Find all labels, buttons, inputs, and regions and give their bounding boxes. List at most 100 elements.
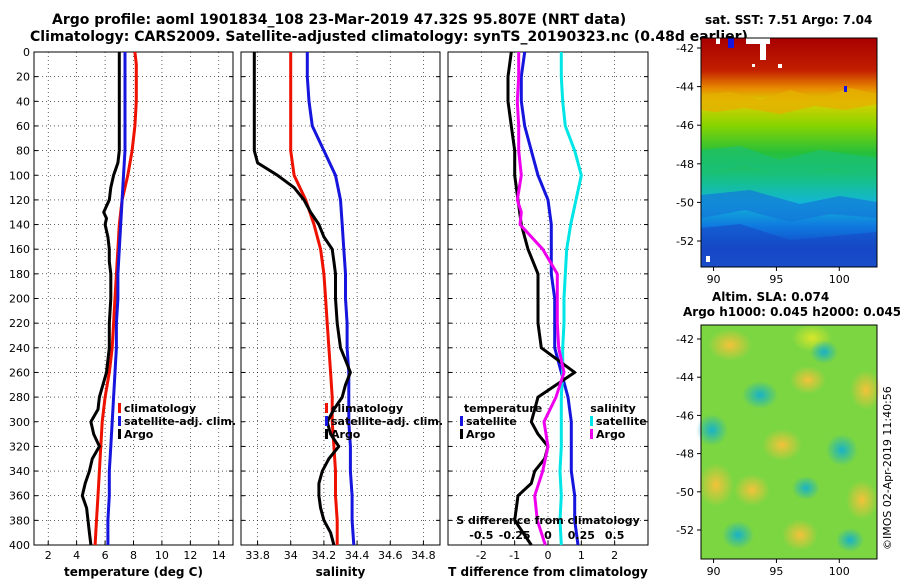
map-lat-label: -44 [676,371,694,384]
y-tick-label: 120 [9,194,30,207]
x-tick-label: 4 [73,549,80,562]
y-tick-label: 300 [9,416,30,429]
y-tick-label: 400 [9,539,30,552]
panel-frame-salinity [240,51,441,546]
legend-title-salinity: salinity [590,402,636,415]
legend-label: Argo [331,428,361,441]
series-line-salinity-climatology [289,52,339,545]
y-tick-label: 180 [9,268,30,281]
x-tick-label: -1 [509,549,520,562]
legend-label: Argo [124,428,154,441]
map-lon-label: 90 [707,565,721,578]
legend-swatch [325,416,328,426]
sla-map-title-2: Argo h1000: 0.045 h2000: 0.045 [683,305,900,319]
legend-label: satellite [596,415,647,428]
x-tick-label: 2 [611,549,618,562]
x-axis-label: T difference from climatology [448,565,648,579]
y-tick-label: 0 [23,46,30,59]
legend-swatch [325,403,328,413]
salinity-diff-tick-label: 0.25 [568,529,595,542]
legend-label: satellite [466,415,517,428]
x-tick-label: 6 [102,549,109,562]
x-tick-label: 34.4 [345,549,370,562]
y-tick-label: 20 [16,71,30,84]
salinity-diff-tick-label: 0.5 [605,529,625,542]
x-tick-label: 34 [284,549,298,562]
y-tick-label: 240 [9,342,30,355]
y-tick-label: 380 [9,514,30,527]
legend-swatch [590,429,593,439]
map-lon-label: 95 [769,273,783,286]
x-tick-label: 12 [183,549,197,562]
legend-swatch [118,429,121,439]
map-lat-label: -42 [676,42,694,55]
legend-swatch [590,416,593,426]
y-tick-label: 280 [9,391,30,404]
sla-map-title-1: Altim. SLA: 0.074 [712,290,830,304]
legend-swatch [118,416,121,426]
map-lon-label: 100 [829,565,850,578]
x-tick-label: 1 [578,549,585,562]
map-lat-label: -48 [676,448,694,461]
x-tick-label: 14 [212,549,226,562]
sla-map [696,324,882,560]
legend-swatch [460,416,463,426]
y-tick-label: 100 [9,169,30,182]
y-tick-label: 360 [9,490,30,503]
x-tick-label: 8 [130,549,137,562]
sst-map [700,37,878,268]
y-tick-label: 160 [9,243,30,256]
series-line-temperature-satellite-adj-clim- [106,52,127,545]
legend-label: satellite-adj. clim. [331,415,443,428]
y-tick-label: 260 [9,366,30,379]
map-lat-label: -52 [676,235,694,248]
y-tick-label: 220 [9,317,30,330]
series-line-difference-t-argo [506,51,577,546]
x-tick-label: 2 [45,549,52,562]
x-tick-label: 10 [155,549,169,562]
series-line-difference-s-satellite [558,52,583,546]
x-tick-label: 0 [545,549,552,562]
x-tick-label: -2 [476,549,487,562]
series-line-salinity-satellite-adj-clim- [305,52,356,546]
x-tick-label: 34.8 [411,549,436,562]
series-line-salinity-argo [252,52,352,546]
salinity-diff-tick-label: -0.5 [469,529,493,542]
y-tick-label: 140 [9,219,30,232]
legend-swatch [460,429,463,439]
map-lat-label: -44 [676,81,694,94]
map-lat-label: -48 [676,158,694,171]
salinity-diff-label: S difference from climatology [456,514,640,527]
map-lat-label: -52 [676,524,694,537]
map-lat-label: -50 [676,196,694,209]
salinity-diff-tick-label: -0.25 [499,529,531,542]
y-tick-label: 320 [9,440,30,453]
x-axis-label: temperature (deg C) [64,565,203,579]
x-axis-label: salinity [316,565,366,579]
map-lat-label: -46 [676,119,694,132]
title-line-2: Climatology: CARS2009. Satellite-adjuste… [30,29,748,45]
series-line-temperature-climatology [93,51,138,546]
map-lon-label: 90 [707,273,721,286]
x-tick-label: 34.2 [312,549,337,562]
series-line-temperature-argo [80,52,121,546]
legend-label: climatology [331,402,403,415]
title-line-1: Argo profile: aoml 1901834_108 23-Mar-20… [52,12,627,28]
legend-label: satellite-adj. clim. [124,415,236,428]
legend-label: Argo [596,428,626,441]
map-lat-label: -46 [676,409,694,422]
legend-label: climatology [124,402,196,415]
map-lon-label: 95 [769,565,783,578]
map-lat-label: -42 [676,333,694,346]
x-tick-label: 34.6 [378,549,403,562]
series-line-difference-t-satellite [519,51,580,546]
x-tick-label: 33.8 [245,549,270,562]
sst-map-title: sat. SST: 7.51 Argo: 7.04 [705,13,873,27]
legend-label: Argo [466,428,496,441]
y-tick-label: 200 [9,293,30,306]
map-lon-label: 100 [829,273,850,286]
map-lat-label: -50 [676,486,694,499]
legend-swatch [118,403,121,413]
y-tick-label: 80 [16,145,30,158]
